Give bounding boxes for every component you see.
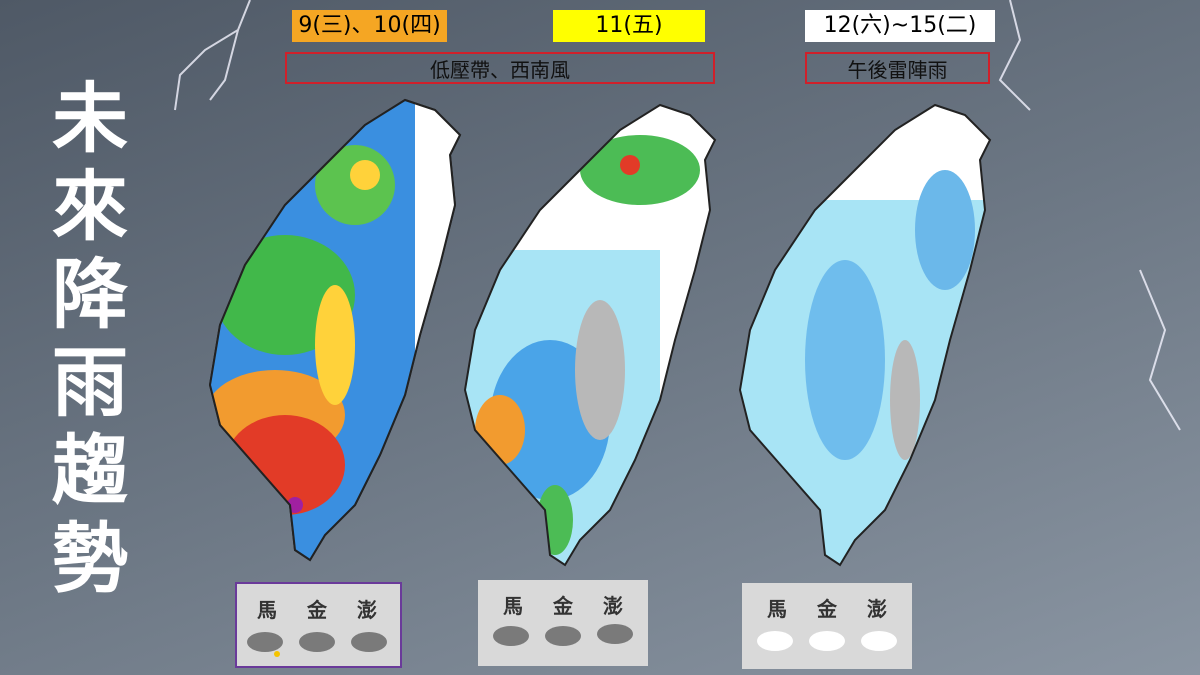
island-label: 澎 xyxy=(603,594,623,618)
island-label: 澎 xyxy=(867,597,887,621)
title: 未來降雨趨勢 xyxy=(39,78,128,606)
island-label: 金 xyxy=(553,594,573,618)
island-label: 馬 xyxy=(257,598,277,622)
rain-map xyxy=(464,104,716,566)
weather-note: 午後雷陣雨 xyxy=(805,52,990,84)
islands-box: 馬 金 澎 xyxy=(478,580,648,666)
island-label: 馬 xyxy=(503,594,523,618)
islands-box: 馬 金 澎 xyxy=(742,583,912,669)
island-label: 澎 xyxy=(357,598,377,622)
period-label: 12(六)~15(二) xyxy=(805,10,995,42)
cloud-icons xyxy=(757,631,897,651)
island-label: 金 xyxy=(817,597,837,621)
lightning xyxy=(174,0,1181,431)
cloud-icons xyxy=(493,624,633,646)
weather-note: 低壓帶、西南風 xyxy=(285,52,715,84)
rain-map xyxy=(209,99,461,561)
island-label: 馬 xyxy=(767,597,787,621)
period-label: 11(五) xyxy=(553,10,705,42)
island-label: 金 xyxy=(307,598,327,622)
rain-map xyxy=(739,104,991,566)
cloud-icons xyxy=(247,632,387,657)
islands-box: 馬 金 澎 xyxy=(235,582,402,668)
period-label: 9(三)、10(四) xyxy=(292,10,447,42)
